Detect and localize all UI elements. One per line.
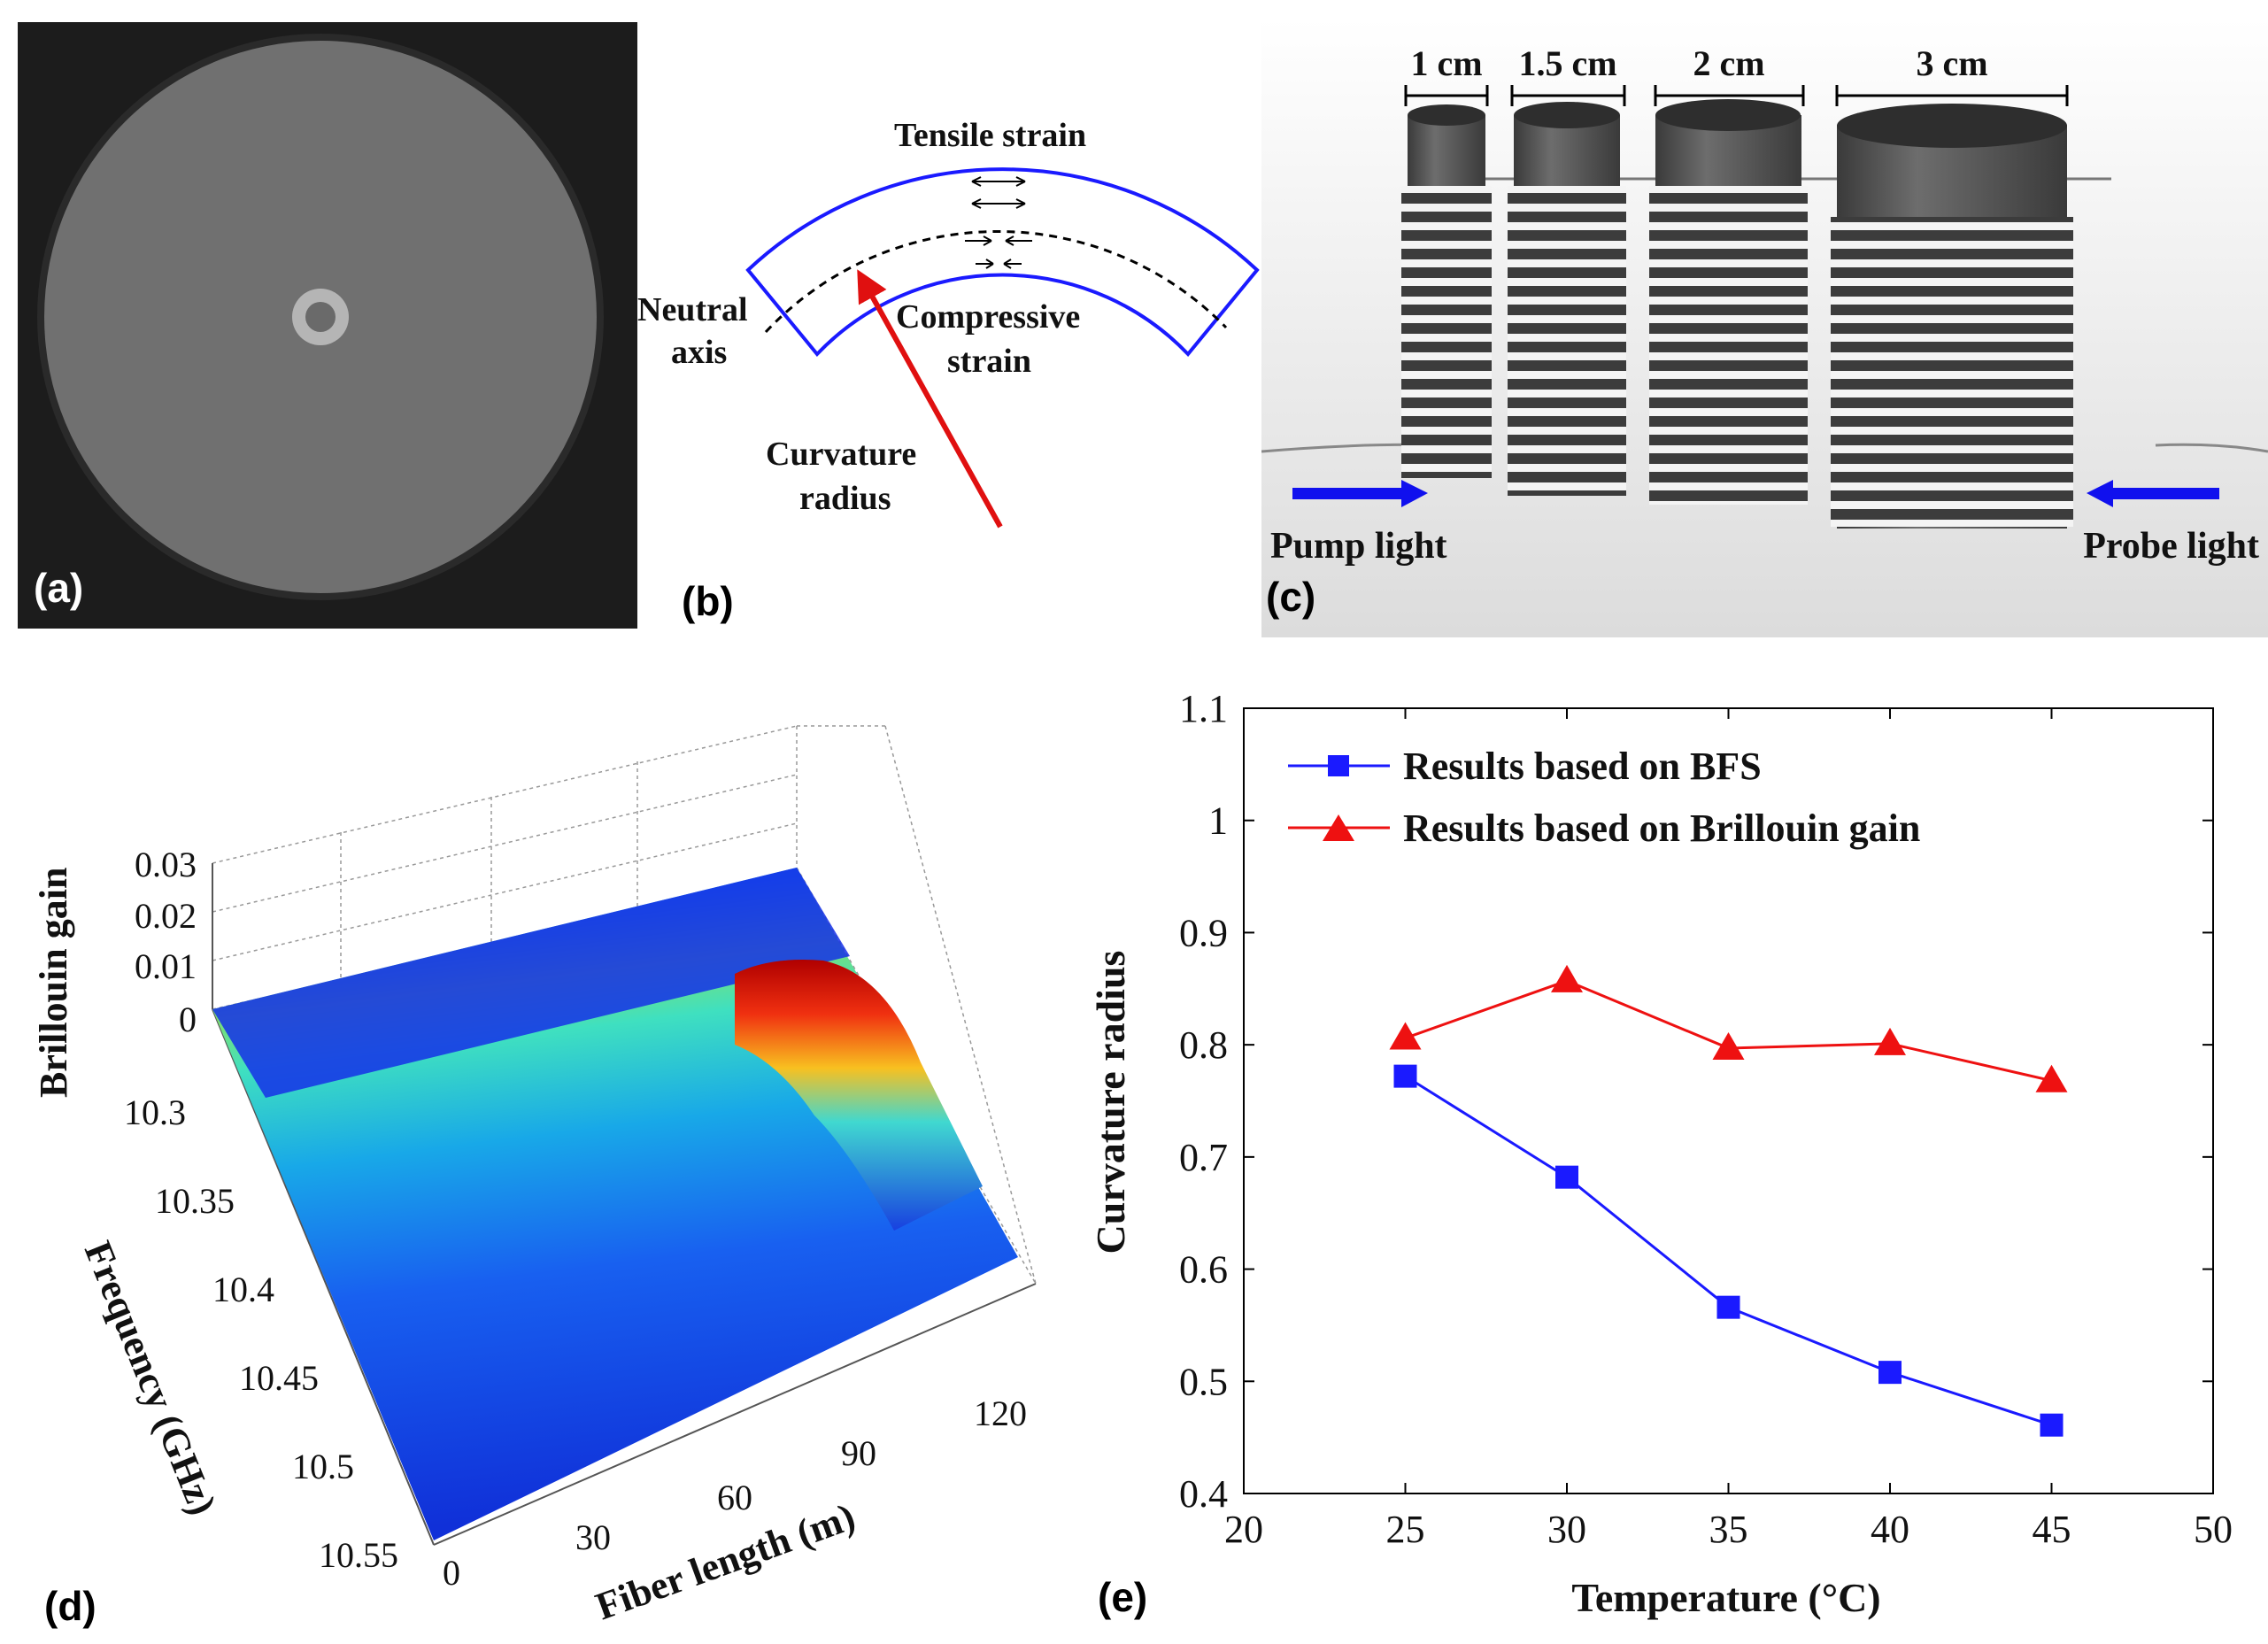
probe-arrow bbox=[2087, 480, 2219, 507]
neutral-axis-line bbox=[764, 230, 1228, 334]
z-tick-2: 0.01 bbox=[135, 946, 197, 986]
series-1-point-2 bbox=[1712, 1031, 1745, 1060]
panel-b: Tensile strain Neutral axis Compressive … bbox=[637, 117, 1260, 624]
cylinder-1_5cm bbox=[1508, 102, 1626, 496]
curvature-radius-arrow bbox=[857, 269, 1003, 529]
dimension-lines bbox=[1404, 85, 2069, 106]
series-0-point-3 bbox=[1878, 1361, 1902, 1385]
panel-a: (a) bbox=[18, 22, 637, 629]
tensile-strain-label: Tensile strain bbox=[894, 117, 1086, 154]
panel-e-chart: 20 25 30 35 40 45 50 0.4 0.5 0.6 0.7 0.8 0.9 1 1.1 Res… bbox=[1088, 687, 2233, 1620]
y-tick-label-0: 0.4 bbox=[1179, 1472, 1228, 1516]
y-tick-5: 10.55 bbox=[319, 1535, 398, 1575]
fiber-core bbox=[305, 302, 336, 332]
panel-c-label: (c) bbox=[1266, 574, 1315, 620]
y-tick-1: 10.35 bbox=[155, 1181, 235, 1221]
diameter-label-4: 3 cm bbox=[1916, 43, 1987, 83]
y-tick-3: 10.45 bbox=[239, 1358, 319, 1398]
neutral-axis-label-1: Neutral bbox=[637, 291, 748, 328]
x-axis-title: Temperature (°C) bbox=[1571, 1575, 1880, 1620]
series-1-point-0 bbox=[1389, 1022, 1422, 1050]
panel-d: 0.03 0.02 0.01 0 10.3 10.35 10.4 10.45 1… bbox=[32, 725, 1037, 1629]
z-axis-label: Brillouin gain bbox=[32, 868, 75, 1098]
legend-marker-gain bbox=[1323, 814, 1354, 841]
series-0-point-0 bbox=[1393, 1064, 1417, 1088]
panel-b-label: (b) bbox=[682, 578, 734, 624]
y-axis-label: Frequency (GHz) bbox=[76, 1235, 225, 1520]
y-tick-0: 10.3 bbox=[124, 1092, 186, 1132]
panel-a-label: (a) bbox=[34, 565, 83, 611]
probe-light-label: Probe light bbox=[2083, 526, 2259, 567]
x-tick-label-4: 40 bbox=[1871, 1508, 1909, 1551]
y-tick-label-3: 0.7 bbox=[1179, 1136, 1228, 1179]
y-tick-label-4: 0.8 bbox=[1179, 1023, 1228, 1067]
y-tick-label-1: 0.5 bbox=[1179, 1360, 1228, 1403]
x-tick-label-5: 45 bbox=[2033, 1508, 2071, 1551]
compressive-strain-label-1: Compressive bbox=[896, 298, 1080, 336]
series-1-point-3 bbox=[1874, 1027, 1906, 1055]
x-tick-0: 0 bbox=[443, 1553, 460, 1593]
y-axis-title: Curvature radius bbox=[1088, 951, 1133, 1254]
panel-e-label: (e) bbox=[1098, 1574, 1147, 1620]
gain-surface-top bbox=[212, 868, 850, 1098]
bent-beam bbox=[745, 167, 1260, 358]
compressive-arrows bbox=[965, 235, 1032, 269]
series-1-point-1 bbox=[1551, 964, 1583, 992]
z-tick-3: 0 bbox=[179, 1000, 197, 1039]
legend: Results based on BFS Results based on Br… bbox=[1288, 745, 1920, 850]
x-tick-1: 30 bbox=[575, 1517, 611, 1557]
curvature-radius-label-2: radius bbox=[799, 480, 891, 517]
y-tick-2: 10.4 bbox=[212, 1270, 274, 1309]
x-tick-label-2: 30 bbox=[1547, 1508, 1586, 1551]
series-0-point-1 bbox=[1555, 1165, 1578, 1189]
z-tick-1: 0.02 bbox=[135, 896, 197, 936]
panel-d-label: (d) bbox=[44, 1583, 96, 1629]
cylinder-2cm bbox=[1649, 99, 1808, 505]
legend-label-gain: Results based on Brillouin gain bbox=[1403, 807, 1920, 850]
cylinder-3cm bbox=[1831, 104, 2073, 529]
x-tick-label-3: 35 bbox=[1709, 1508, 1748, 1551]
curvature-radius-label-1: Curvature bbox=[766, 436, 916, 473]
cylinder-1cm bbox=[1401, 104, 1492, 478]
x-tick-label-1: 25 bbox=[1386, 1508, 1425, 1551]
diameter-label-1: 1 cm bbox=[1410, 43, 1482, 83]
diameter-label-3: 2 cm bbox=[1693, 43, 1764, 83]
y-tick-label-6: 1 bbox=[1208, 799, 1228, 843]
plot-area bbox=[1243, 707, 2214, 1494]
series-0-point-2 bbox=[1716, 1295, 1740, 1319]
y-tick-label-2: 0.6 bbox=[1179, 1248, 1228, 1292]
x-tick-4: 120 bbox=[974, 1393, 1027, 1433]
neutral-axis-label-2: axis bbox=[671, 334, 727, 371]
diameter-label-2: 1.5 cm bbox=[1518, 43, 1616, 83]
pump-arrow bbox=[1292, 480, 1428, 507]
fiber-right bbox=[2155, 443, 2268, 453]
series-1-point-4 bbox=[2035, 1064, 2068, 1092]
tensile-arrows bbox=[971, 176, 1026, 209]
compressive-strain-label-2: strain bbox=[947, 343, 1031, 380]
legend-label-bfs: Results based on BFS bbox=[1403, 745, 1762, 788]
gain-peak bbox=[735, 960, 983, 1231]
pump-light-label: Pump light bbox=[1270, 526, 1447, 567]
legend-marker-bfs bbox=[1328, 755, 1349, 776]
y-tick-4: 10.5 bbox=[292, 1447, 354, 1486]
y-tick-label-5: 0.9 bbox=[1179, 911, 1228, 954]
x-tick-2: 60 bbox=[717, 1478, 752, 1517]
y-tick-label-7: 1.1 bbox=[1179, 687, 1228, 730]
panel-c: 1 cm 1.5 cm 2 cm 3 cm Pump light Probe l… bbox=[1261, 18, 2268, 637]
x-tick-3: 90 bbox=[841, 1433, 876, 1473]
z-tick-0: 0.03 bbox=[135, 845, 197, 884]
x-tick-label-0: 20 bbox=[1224, 1508, 1263, 1551]
x-tick-label-6: 50 bbox=[2194, 1508, 2233, 1551]
series-0-point-4 bbox=[2040, 1413, 2064, 1437]
axis-lines bbox=[212, 863, 1037, 1546]
